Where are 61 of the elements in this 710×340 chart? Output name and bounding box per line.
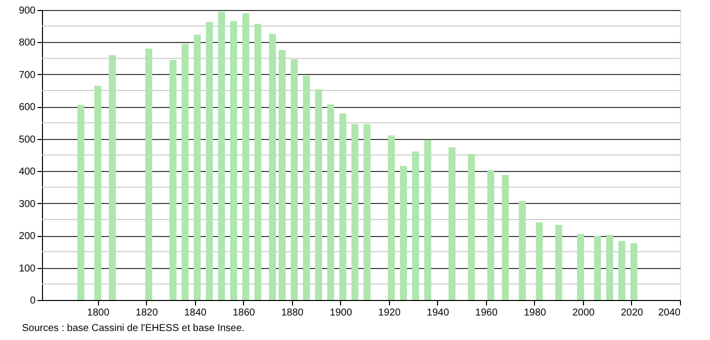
- y-tick-label: 0: [30, 296, 36, 306]
- bar: [77, 105, 84, 300]
- bar: [218, 12, 226, 300]
- bar: [290, 59, 298, 300]
- bar: [502, 174, 509, 300]
- x-tick-label: 2040: [658, 308, 681, 318]
- y-tick-label: 100: [18, 263, 36, 274]
- x-tick-label: 1900: [330, 308, 352, 318]
- bar: [94, 86, 102, 300]
- bar: [594, 236, 602, 300]
- y-tick-label: 600: [18, 102, 36, 114]
- bar: [206, 22, 213, 300]
- bar: [400, 166, 407, 300]
- bar: [618, 241, 626, 300]
- bar: [315, 89, 322, 300]
- bar: [606, 234, 614, 300]
- x-tick-label: 1800: [87, 308, 110, 318]
- x-tick-label: 2000: [572, 308, 596, 318]
- bar: [339, 113, 346, 300]
- x-tick-label: 1820: [136, 308, 158, 318]
- source-note: Sources : base Cassini de l'EHESS et base Insee.: [22, 323, 245, 334]
- bar: [630, 243, 638, 300]
- bar: [364, 124, 371, 300]
- bar: [302, 76, 310, 300]
- bar: [254, 24, 262, 300]
- bar: [487, 170, 494, 300]
- bar: [194, 34, 201, 300]
- bar: [108, 55, 116, 300]
- bar: [448, 147, 456, 300]
- bar: [230, 20, 238, 300]
- x-tick-label: 1860: [232, 308, 256, 318]
- x-tick-label: 1920: [378, 308, 401, 318]
- x-tick-label: 1940: [426, 308, 450, 318]
- x-tick-label: 2020: [620, 308, 644, 318]
- bar: [145, 48, 152, 300]
- bar: [424, 140, 432, 300]
- y-tick-label: 800: [18, 38, 36, 49]
- bar: [577, 234, 584, 300]
- bar: [351, 124, 358, 300]
- bar: [536, 222, 543, 300]
- bar: [169, 60, 176, 300]
- bar: [412, 151, 420, 300]
- y-tick-label: 500: [18, 134, 36, 146]
- y-tick-label: 900: [18, 6, 36, 16]
- bar: [182, 44, 189, 300]
- bar: [468, 154, 475, 300]
- y-tick-label: 700: [18, 70, 36, 81]
- x-tick-label: 1880: [281, 308, 304, 318]
- bar: [278, 50, 286, 300]
- y-tick-label: 300: [18, 198, 36, 210]
- x-tick-label: 1980: [524, 308, 547, 318]
- bar: [555, 224, 562, 300]
- bar: [327, 104, 334, 300]
- y-tick-label: 400: [18, 166, 36, 178]
- x-tick-label: 1840: [184, 308, 207, 318]
- bar: [268, 34, 276, 300]
- bar: [242, 13, 250, 300]
- bar: [518, 201, 526, 300]
- bar: [388, 135, 395, 300]
- x-tick-label: 1960: [475, 308, 498, 318]
- y-tick-label: 200: [18, 231, 36, 242]
